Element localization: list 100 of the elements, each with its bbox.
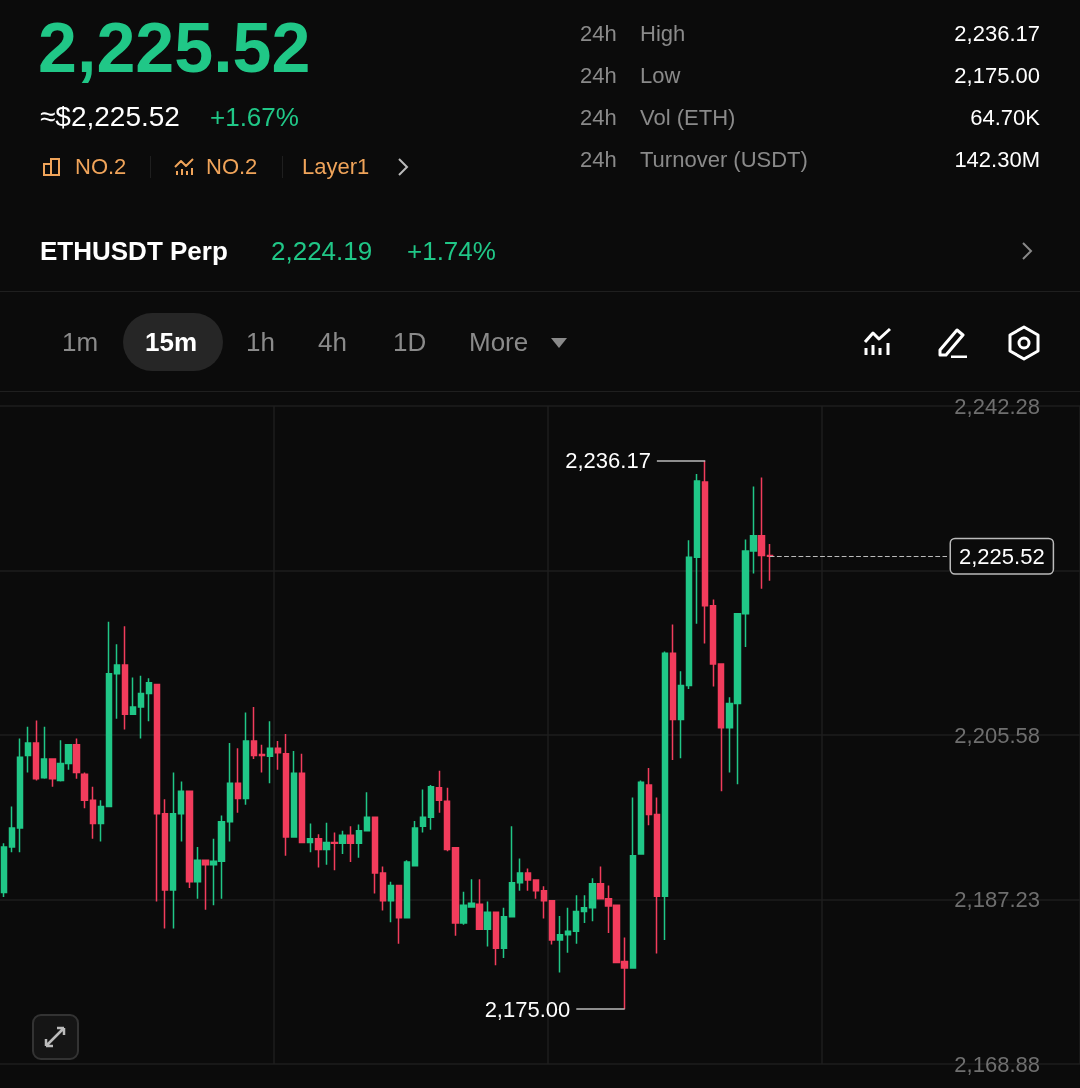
candlestick [508, 825, 516, 918]
candlestick [121, 625, 129, 731]
candlestick [24, 726, 32, 774]
text: Vol (ETH) [640, 104, 736, 131]
text: 24h [580, 20, 617, 47]
text: More [469, 326, 529, 357]
annotation: 2,175.00 [484, 996, 571, 1022]
y-tick-label: 2,205.58 [954, 722, 1040, 748]
candlestick [685, 539, 693, 690]
candlestick [346, 825, 355, 863]
candlestick [282, 733, 290, 857]
candlestick [137, 674, 145, 740]
candlestick [113, 643, 121, 720]
text: +1.74% [407, 235, 496, 266]
candlestick [637, 779, 645, 855]
text: ETHUSDT Perp [40, 235, 228, 266]
candlestick [105, 621, 113, 808]
candlestick [588, 877, 597, 923]
candlestick [355, 823, 363, 859]
candlestick [371, 816, 379, 895]
text: 2,175.00 [954, 62, 1040, 89]
candlestick [0, 842, 8, 898]
text: +1.67% [210, 101, 299, 132]
candlestick [564, 907, 572, 954]
text: 2,236.17 [954, 20, 1040, 47]
candlestick [40, 726, 48, 780]
candlestick [661, 650, 669, 941]
candlestick [556, 915, 564, 974]
candlestick [330, 831, 339, 871]
candlestick [443, 786, 451, 853]
candlestick [411, 820, 419, 868]
candlestick [516, 857, 524, 892]
candlestick [193, 846, 202, 900]
candlestick [572, 894, 580, 945]
text: 4h [318, 326, 347, 357]
candlestick [250, 706, 258, 760]
candlestick [395, 884, 403, 945]
ref-line-label: 2,225.52 [959, 543, 1045, 569]
candlestick [226, 742, 234, 843]
text: Layer1 [302, 153, 370, 180]
candlestick [185, 790, 194, 889]
candlestick [540, 885, 548, 920]
candlestick [677, 670, 685, 759]
text: Turnover (USDT) [640, 146, 808, 173]
candlestick [492, 911, 500, 966]
candlestick [669, 623, 677, 761]
candlestick [80, 771, 89, 810]
candlestick [717, 663, 725, 793]
candlestick [709, 598, 717, 688]
candlestick [161, 798, 169, 930]
candlestick [363, 791, 371, 832]
candlestick [419, 788, 427, 834]
text: 1h [246, 326, 275, 357]
text: 2,224.19 [271, 235, 373, 266]
text: 24h [580, 104, 617, 131]
candlestick [532, 879, 540, 900]
y-tick-label: 2,242.28 [954, 393, 1040, 419]
candlestick [766, 543, 774, 582]
candlestick [201, 859, 210, 911]
text: NO.2 [206, 153, 258, 180]
candlestick [500, 907, 508, 959]
candlestick [701, 460, 709, 645]
candlestick [48, 758, 57, 788]
candlestick [548, 899, 556, 946]
candlestick [153, 683, 161, 903]
candlestick [298, 752, 306, 845]
candlestick [177, 780, 185, 843]
candlestick [338, 829, 347, 855]
text: 64.70K [970, 104, 1040, 131]
candlestick [266, 720, 274, 784]
candlestick [653, 796, 661, 955]
text: ≈$2,225.52 [40, 100, 180, 133]
text: 15m [145, 326, 198, 357]
candlestick [145, 677, 153, 723]
candlestick [322, 821, 331, 866]
candlestick [403, 859, 411, 919]
candlestick [32, 719, 40, 782]
candlestick [693, 473, 701, 625]
text: Low [640, 62, 681, 89]
candlestick [483, 900, 492, 948]
text: High [640, 20, 686, 47]
candlestick [234, 747, 242, 814]
candlestick [645, 767, 653, 827]
candlestick [169, 771, 177, 930]
text: NO.2 [75, 153, 127, 180]
text: 24h [580, 146, 617, 173]
text: 142.30M [954, 146, 1040, 173]
candlestick [129, 676, 137, 715]
candlestick [524, 867, 532, 892]
annotation: 2,236.17 [565, 448, 651, 474]
candlestick [258, 743, 266, 774]
text: 1D [393, 326, 427, 357]
candlestick [629, 796, 637, 969]
candlestick [475, 878, 484, 931]
candlestick [8, 805, 16, 854]
candlestick [435, 769, 443, 814]
candlestick [97, 799, 105, 843]
candlestick [274, 740, 282, 771]
y-tick-label: 2,187.23 [954, 887, 1040, 912]
candlestick [451, 847, 460, 937]
